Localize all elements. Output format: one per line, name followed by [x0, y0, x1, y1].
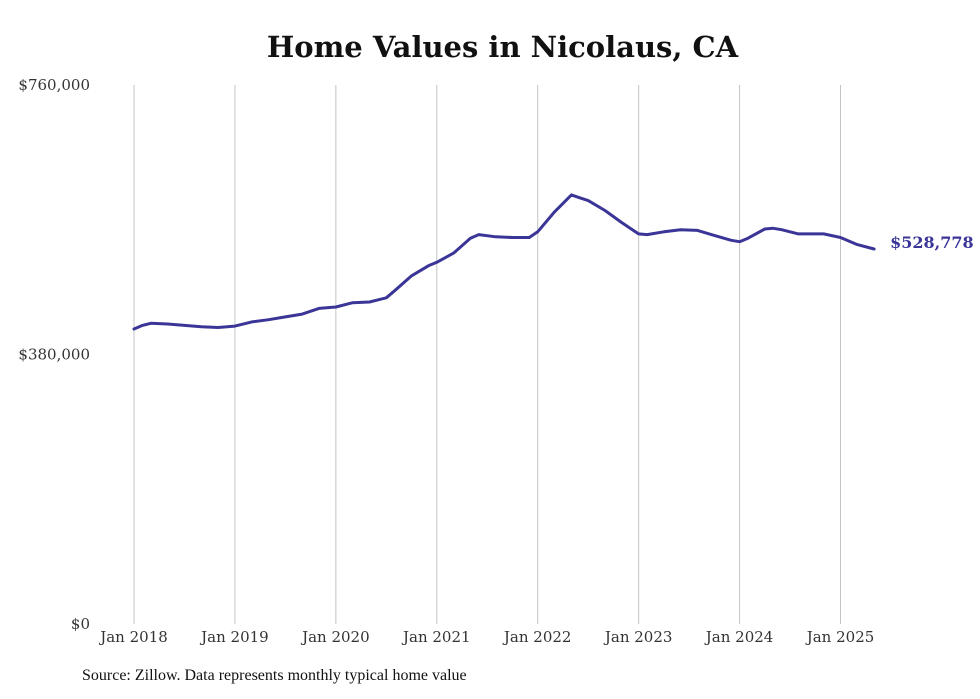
- x-tick-label: Jan 2023: [603, 628, 673, 646]
- y-tick-label: $380,000: [18, 346, 90, 364]
- x-tick-label: Jan 2020: [300, 628, 370, 646]
- x-tick-label: Jan 2021: [401, 628, 471, 646]
- x-tick-label: Jan 2019: [199, 628, 269, 646]
- end-value-label: $528,778: [890, 233, 974, 252]
- chart-title: Home Values in Nicolaus, CA: [266, 30, 739, 64]
- y-tick-label: $0: [71, 615, 90, 633]
- x-tick-label: Jan 2018: [98, 628, 168, 646]
- series-line: [132, 193, 876, 331]
- source-note: Source: Zillow. Data represents monthly …: [82, 667, 467, 684]
- x-tick-label: Jan 2024: [704, 628, 774, 646]
- x-tick-label: Jan 2022: [502, 628, 572, 646]
- y-tick-label: $760,000: [18, 76, 90, 94]
- x-tick-label: Jan 2025: [805, 628, 875, 646]
